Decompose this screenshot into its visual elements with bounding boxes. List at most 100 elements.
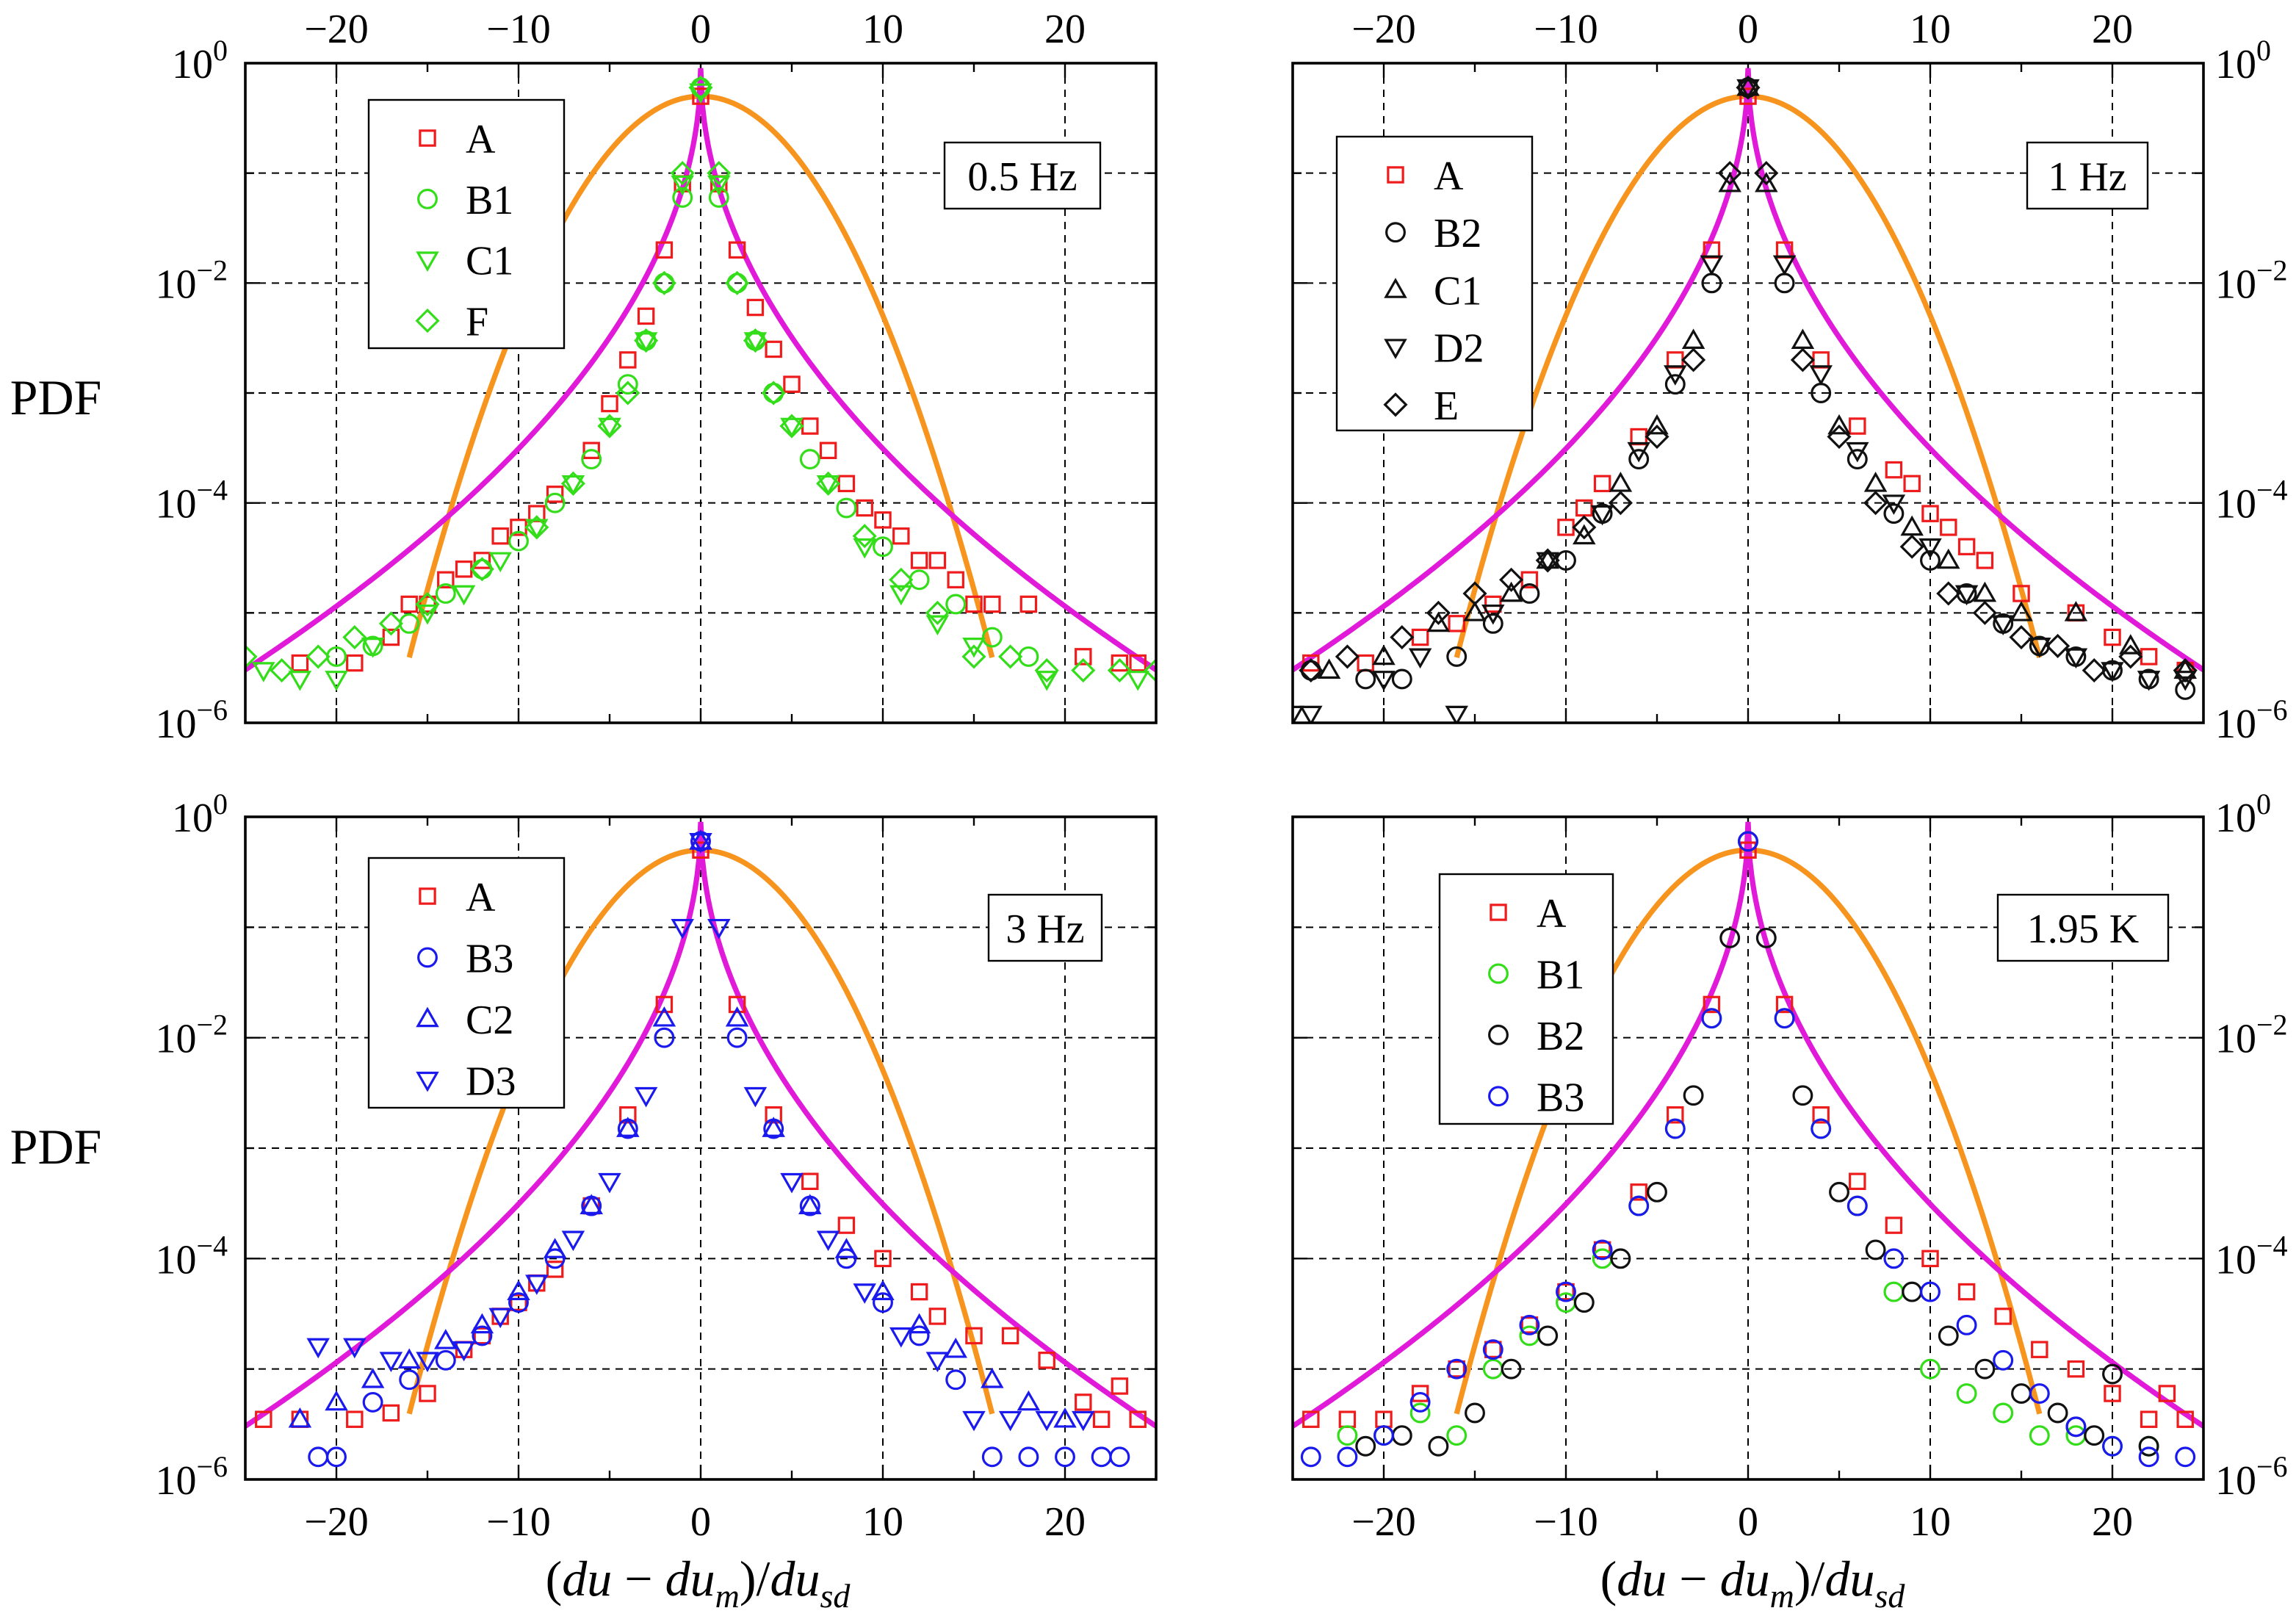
- data-point-B2: [1537, 1325, 1559, 1346]
- data-point-B2: [1355, 1435, 1376, 1457]
- data-point-B2: [2011, 1383, 2032, 1404]
- data-point-A: [2104, 1385, 2121, 1402]
- data-point-B2: [1883, 503, 1905, 524]
- data-point-C2: [325, 1390, 348, 1411]
- data-point-B3: [2065, 1416, 2087, 1438]
- data-point-A: [437, 571, 455, 589]
- legend-box: [1438, 873, 1614, 1125]
- x-tick-label: −20: [1351, 7, 1416, 52]
- data-point-A: [473, 552, 491, 569]
- data-point-F: [998, 644, 1023, 669]
- data-point-F: [816, 471, 841, 496]
- legend-marker-D3: [416, 1071, 439, 1092]
- data-point-D3: [743, 1086, 768, 1108]
- data-point-C1: [634, 332, 658, 353]
- data-point-D2: [1299, 705, 1323, 723]
- data-point-B2: [1719, 927, 1741, 948]
- data-point-C1: [1536, 548, 1559, 569]
- data-point-E: [1972, 600, 1997, 625]
- legend-box: [1335, 135, 1534, 432]
- data-point-C1: [452, 585, 476, 606]
- data-point-C2: [652, 1006, 676, 1027]
- data-point-D2: [1664, 365, 1687, 386]
- x-tick-label: 10: [1910, 1499, 1951, 1545]
- data-point-C2: [288, 1407, 312, 1428]
- data-point-B3: [2102, 1435, 2123, 1457]
- x-tick-label: 10: [1910, 7, 1951, 52]
- data-point-F: [634, 328, 659, 353]
- x-tick-labels: −20 −10 0 10 20: [1351, 7, 2133, 52]
- data-point-D2: [1536, 552, 1559, 573]
- data-point-B3: [1482, 1339, 1503, 1360]
- data-point-E: [1790, 347, 1815, 372]
- data-point-F: [725, 270, 750, 295]
- legend: A B2 C1 D2 E: [1335, 135, 1534, 432]
- data-point-B2: [1573, 1292, 1595, 1313]
- data-point-A: [1739, 87, 1757, 105]
- data-point-A: [637, 307, 655, 325]
- stretched-exp-curve: [1293, 68, 2203, 672]
- x-tick-label: 20: [1044, 7, 1086, 52]
- data-point-D2: [1809, 365, 1833, 386]
- series-E: [1299, 75, 2198, 683]
- data-point-B3: [909, 1325, 930, 1346]
- data-point-A: [1019, 595, 1038, 613]
- data-point-F: [651, 270, 676, 295]
- data-point-D2: [1736, 79, 1760, 100]
- gaussian-curve: [1454, 93, 2043, 658]
- data-point-B2: [1647, 1181, 1667, 1202]
- y-tick-label: 10−6: [2215, 693, 2288, 747]
- x-tick-label: −10: [486, 1499, 551, 1545]
- plot-frame: [244, 62, 1158, 724]
- x-tick-label: 20: [2092, 7, 2133, 52]
- data-point-C1: [1573, 524, 1596, 545]
- data-point-B1: [945, 594, 967, 615]
- data-point-A: [874, 1250, 892, 1268]
- stretched-exp-curve: [245, 68, 1156, 672]
- data-point-B2: [1628, 449, 1650, 470]
- legend-marker-C2: [416, 1006, 439, 1028]
- y-tick-label: 10−4: [2215, 1229, 2288, 1283]
- data-point-C1: [1645, 414, 1669, 435]
- data-point-A: [1957, 1283, 1976, 1301]
- legend-label-B1: B1: [466, 178, 513, 223]
- data-point-E: [1299, 658, 1324, 683]
- data-point-D2: [1954, 585, 1979, 606]
- data-point-F: [707, 161, 732, 186]
- y-tick-label: 10−2: [2215, 253, 2288, 307]
- legend-label-A: A: [466, 117, 496, 162]
- data-point-A: [346, 1410, 364, 1428]
- data-point-D2: [2064, 648, 2088, 669]
- legend-label-B2: B2: [1434, 211, 1481, 256]
- data-point-A: [2104, 628, 2121, 646]
- annotation-label: 3 Hz: [1006, 906, 1084, 952]
- chart-panel-2: −20 −10 0 10 20 100 10−2 10−4 10−6 A B2 C1 D2 E 1 Hz: [1291, 7, 2288, 747]
- data-point-C1: [816, 475, 840, 496]
- data-point-B3: [1701, 1008, 1722, 1029]
- data-point-E: [1717, 161, 1742, 186]
- data-point-B1: [1519, 1325, 1540, 1346]
- y-tick-labels: 100 10−2 10−4 10−6: [2215, 787, 2288, 1504]
- data-point-B2: [2138, 1435, 2159, 1457]
- data-point-C1: [1863, 472, 1888, 492]
- data-point-C1: [743, 332, 768, 353]
- data-point-A: [1038, 1352, 1055, 1369]
- data-point-C2: [507, 1280, 530, 1300]
- data-point-B3: [1519, 1314, 1540, 1335]
- data-point-C1: [525, 519, 549, 540]
- data-point-B2: [1683, 1085, 1704, 1106]
- data-point-B3: [1091, 1446, 1112, 1468]
- data-point-B1: [508, 530, 529, 552]
- annotation-label: 1 Hz: [2048, 154, 2126, 200]
- data-point-B1: [435, 583, 456, 604]
- data-point-B2: [2084, 1425, 2105, 1446]
- data-point-A: [1520, 1316, 1539, 1334]
- data-point-B3: [308, 1446, 329, 1468]
- data-points: [245, 75, 1156, 691]
- data-point-A: [837, 1216, 856, 1234]
- data-point-A: [1667, 1106, 1684, 1124]
- data-point-B1: [981, 627, 1003, 648]
- data-point-A: [382, 1404, 400, 1422]
- y-tick-label: 10−6: [2215, 1450, 2288, 1504]
- stretched-exp-curve: [245, 821, 1156, 1429]
